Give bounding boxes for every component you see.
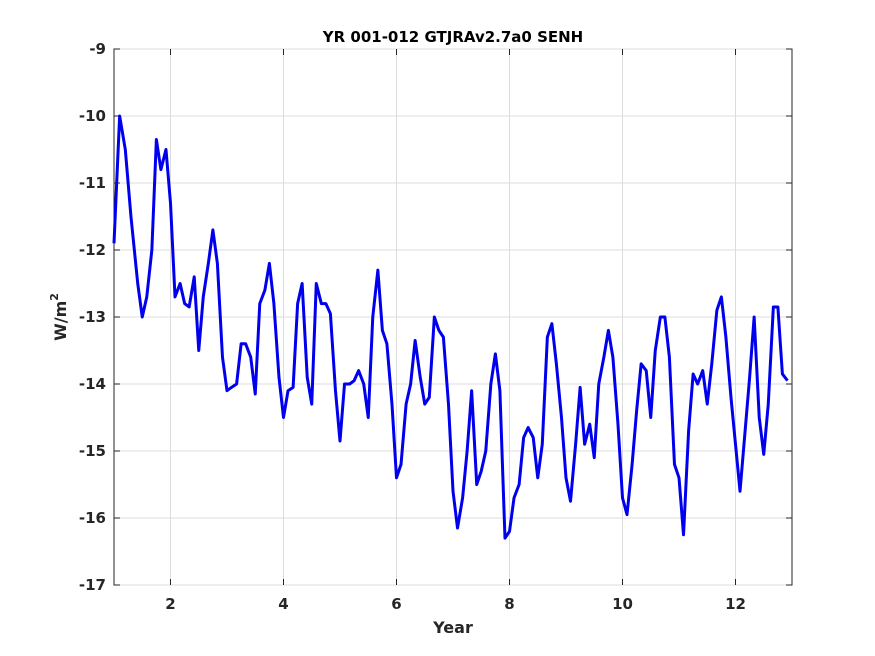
y-axis-label: W/m2 [48, 293, 70, 341]
data-series-line [112, 114, 789, 540]
x-axis-label: Year [432, 618, 473, 637]
x-tick-label: 6 [391, 595, 401, 613]
x-tick-labels: 2 4 6 8 10 12 [165, 595, 746, 613]
axis-ticks [114, 48, 792, 586]
y-tick-label: -17 [79, 576, 106, 594]
y-tick-labels: -17 -16 -15 -14 -13 -12 -11 -10 -9 [79, 40, 106, 594]
chart-title: YR 001-012 GTJRAv2.7a0 SENH [322, 28, 583, 46]
y-tick-label: -9 [89, 40, 106, 58]
x-tick-label: 4 [278, 595, 288, 613]
x-tick-label: 2 [165, 595, 175, 613]
y-axis-label-unit: W/m [51, 301, 70, 341]
y-tick-label: -12 [79, 241, 106, 259]
y-tick-label: -11 [79, 174, 106, 192]
y-axis-label-superscript: 2 [48, 293, 61, 301]
y-tick-label: -10 [79, 107, 106, 125]
y-tick-label: -15 [79, 442, 106, 460]
y-tick-label: -14 [79, 375, 106, 393]
x-tick-label: 10 [612, 595, 633, 613]
x-tick-label: 8 [504, 595, 514, 613]
x-tick-label: 12 [725, 595, 746, 613]
y-tick-label: -16 [79, 509, 106, 527]
y-tick-label: -13 [79, 308, 106, 326]
